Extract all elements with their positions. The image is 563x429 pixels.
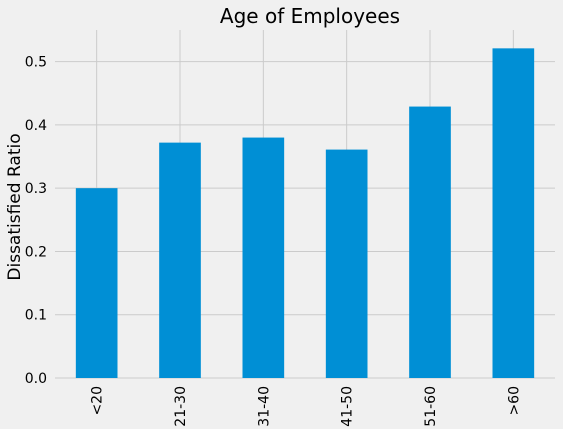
y-tick-label: 0.3 bbox=[25, 181, 47, 197]
bar bbox=[159, 142, 201, 378]
bar bbox=[325, 149, 368, 378]
y-axis-label: Dissatisfied Ratio bbox=[5, 133, 25, 280]
y-tick-label: 0.1 bbox=[25, 308, 47, 324]
y-tick-label: 0.2 bbox=[25, 244, 47, 260]
y-ticks-layer: 0.0 0.1 0.2 0.3 0.4 0.5 bbox=[25, 55, 47, 387]
x-tick-label: <20 bbox=[90, 386, 106, 416]
x-tick-label: 51-60 bbox=[423, 386, 439, 427]
y-tick-label: 0.0 bbox=[25, 371, 47, 387]
x-tick-label: 31-40 bbox=[256, 386, 272, 427]
bar bbox=[75, 188, 118, 378]
chart-title: Age of Employees bbox=[220, 4, 400, 28]
x-ticks-layer: <20 21-30 31-40 41-50 51-60 >60 bbox=[90, 386, 523, 427]
x-tick-label: 21-30 bbox=[173, 386, 189, 427]
grid-layer bbox=[55, 30, 555, 379]
y-tick-label: 0.5 bbox=[25, 55, 47, 71]
bars-layer bbox=[75, 48, 535, 378]
bar bbox=[409, 106, 451, 378]
x-tick-label: >60 bbox=[506, 386, 522, 416]
bar bbox=[242, 137, 285, 378]
x-tick-label: 41-50 bbox=[340, 386, 356, 427]
y-tick-label: 0.4 bbox=[25, 118, 47, 134]
bar bbox=[492, 48, 535, 378]
